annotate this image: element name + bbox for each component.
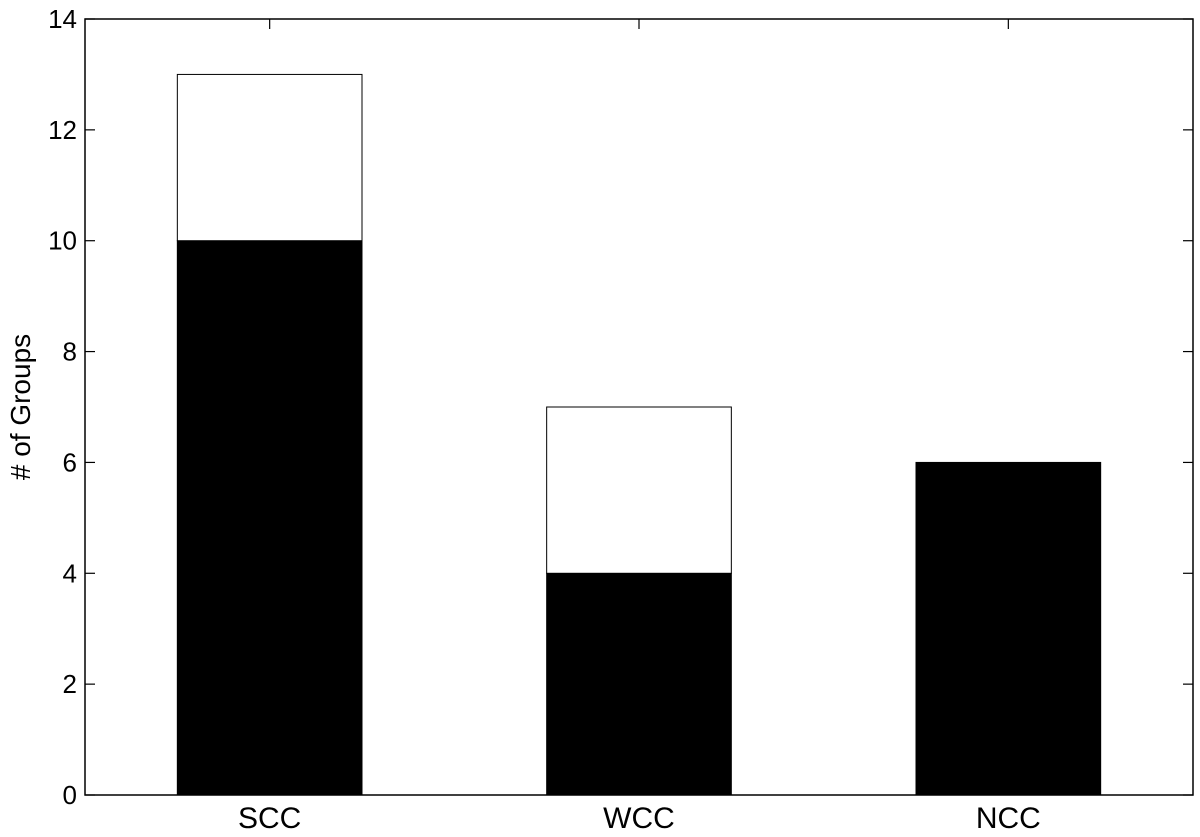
x-tick-label-scc: SCC <box>238 802 301 832</box>
axes-layer <box>84 18 1194 796</box>
y-tick-label: 14 <box>48 4 77 34</box>
bar-wcc-segment-2 <box>546 406 732 574</box>
y-tick-label: 0 <box>63 780 77 810</box>
y-tick-label: 6 <box>63 447 77 477</box>
x-tick-label-wcc: WCC <box>603 802 675 832</box>
bar-scc-segment-2 <box>176 73 363 242</box>
y-tick-label: 8 <box>63 337 77 367</box>
bar-scc-segment-1 <box>176 240 363 796</box>
y-axis-label: # of Groups <box>5 334 36 480</box>
y-tick-label: 12 <box>48 115 77 145</box>
labels-layer: # of Groups 0 2 4 6 8 10 12 14 SCC WCC NCC <box>5 4 1041 835</box>
bars-layer <box>176 73 1102 796</box>
x-tick-label-ncc: NCC <box>976 802 1041 832</box>
y-tick-label: 2 <box>63 669 77 699</box>
bar-ncc-segment-1 <box>915 461 1102 796</box>
bar-wcc-segment-1 <box>546 572 732 796</box>
y-tick-label: 4 <box>63 558 77 588</box>
y-tick-label: 10 <box>48 226 77 256</box>
